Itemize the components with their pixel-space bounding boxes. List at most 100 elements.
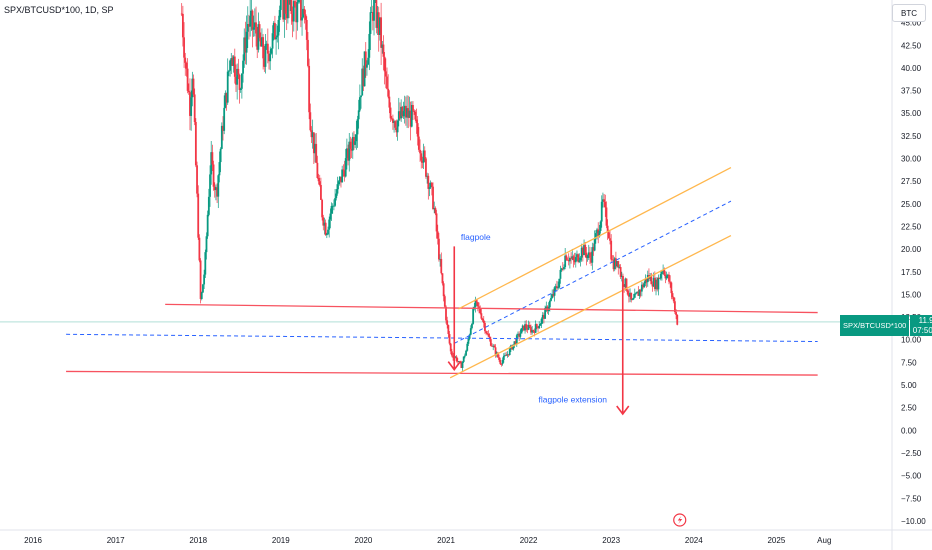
candle-body: [345, 148, 348, 159]
lightning-icon: [677, 516, 683, 524]
candle-body: [537, 326, 539, 329]
candle-body: [242, 60, 244, 74]
candle-body: [565, 255, 568, 260]
y-tick-label: 10.00: [901, 336, 922, 345]
candle-body: [325, 234, 328, 236]
x-tick-label: 2023: [602, 536, 620, 545]
candle-body: [639, 289, 642, 292]
candle-body: [563, 266, 565, 270]
candle-body: [183, 37, 185, 58]
candle-body: [474, 299, 477, 307]
x-tick-label: 2019: [272, 536, 290, 545]
candle-body: [329, 213, 332, 220]
candle-body: [540, 318, 543, 325]
x-tick-label: 2018: [189, 536, 207, 545]
candle-body: [596, 229, 598, 234]
candle-body: [443, 296, 446, 307]
candle-body: [305, 19, 308, 40]
candle-body: [244, 37, 247, 53]
candle-body: [600, 201, 603, 222]
candle-body: [504, 355, 506, 356]
candle-body: [429, 182, 432, 188]
candle-body: [303, 8, 306, 15]
candle-body: [380, 17, 383, 48]
candle-body: [557, 287, 559, 289]
candle-body: [643, 283, 646, 288]
candle-body: [528, 324, 531, 328]
candle-body: [197, 193, 200, 238]
candle-body: [190, 97, 193, 116]
candle-body: [551, 294, 554, 298]
candle-body: [644, 279, 647, 284]
candle-body: [189, 92, 191, 116]
candle-body: [295, 5, 298, 23]
candle-body: [275, 37, 277, 40]
y-tick-label: −5.00: [901, 472, 922, 481]
currency-button[interactable]: BTC: [892, 4, 926, 22]
x-tick-label: 2020: [355, 536, 373, 545]
candle-body: [321, 199, 324, 218]
candle-body: [532, 329, 535, 332]
candle-body: [623, 284, 626, 287]
candle-body: [624, 278, 627, 287]
y-tick-label: −10.00: [901, 517, 926, 526]
candle-body: [397, 111, 400, 121]
candle-body: [442, 283, 445, 297]
candle-body: [318, 181, 321, 185]
candle-body: [307, 39, 309, 66]
candle-body: [456, 361, 459, 362]
candle-body: [266, 43, 269, 54]
candle-body: [668, 274, 670, 282]
candle-body: [390, 118, 393, 120]
candle-body: [290, 0, 293, 14]
channel-lower-line: [449, 234, 732, 379]
annotation-label: flagpole: [461, 232, 491, 242]
candle-body: [286, 0, 289, 19]
y-tick-label: 37.50: [901, 87, 922, 96]
candle-body: [250, 10, 253, 16]
candles: [180, 0, 679, 371]
candle-body: [433, 207, 436, 209]
candle-body: [371, 11, 374, 21]
candle-body: [401, 106, 404, 117]
candle-body: [455, 356, 458, 362]
candle-body: [571, 256, 574, 259]
candle-body: [440, 258, 443, 274]
candle-body: [252, 27, 255, 30]
candle-body: [235, 76, 237, 85]
candle-body: [404, 105, 407, 118]
candle-body: [579, 257, 582, 261]
candle-body: [289, 0, 292, 5]
candle-body: [465, 350, 467, 356]
candle-body: [655, 279, 657, 290]
candle-body: [545, 306, 548, 309]
candle-body: [637, 291, 640, 296]
x-tick-label: 2016: [24, 536, 42, 545]
candle-body: [379, 17, 381, 35]
candle-body: [610, 240, 613, 260]
candle-body: [561, 268, 564, 270]
candle-body: [564, 255, 567, 267]
candle-body: [212, 164, 215, 187]
candle-body: [249, 15, 252, 27]
candle-body: [584, 244, 587, 253]
candle-body: [652, 277, 655, 287]
candle-body: [285, 13, 288, 19]
candle-body: [395, 127, 398, 133]
candle-body: [363, 51, 366, 87]
candle-body: [487, 334, 490, 337]
candle-body: [330, 205, 333, 214]
candle-body: [392, 118, 394, 123]
candle-body: [611, 259, 614, 261]
y-tick-label: −7.50: [901, 494, 922, 503]
candle-body: [368, 33, 371, 58]
candle-body: [675, 312, 677, 315]
candle-body: [669, 281, 672, 283]
candle-body: [599, 221, 602, 231]
candle-body: [304, 14, 307, 20]
candle-body: [217, 175, 220, 197]
candle-body: [534, 324, 537, 333]
candle-body: [566, 259, 569, 261]
candle-body: [554, 286, 557, 288]
